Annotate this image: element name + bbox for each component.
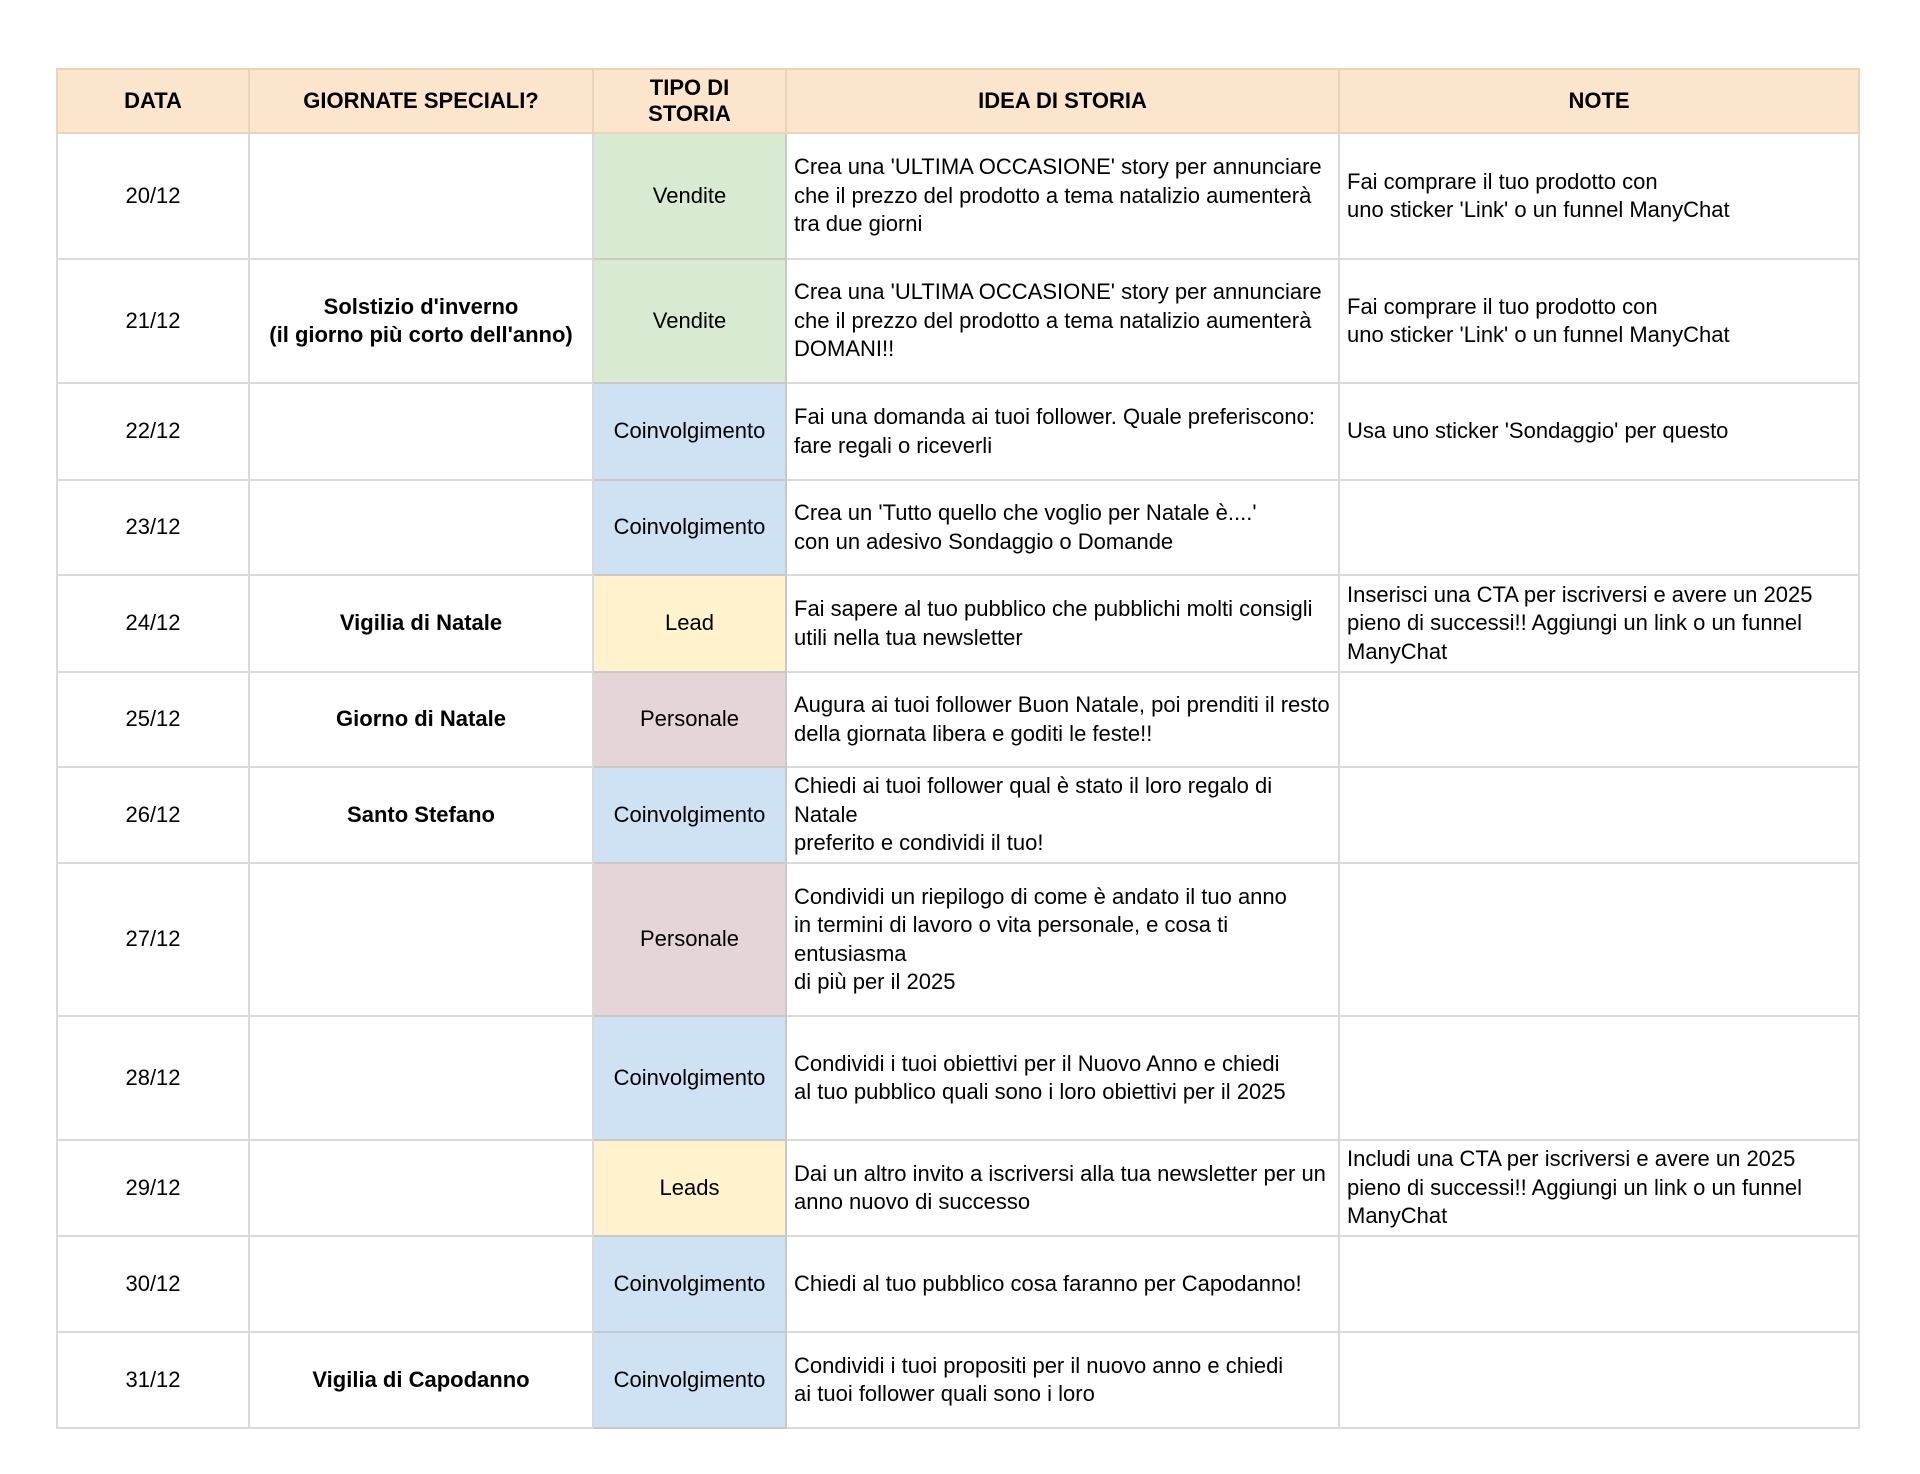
table-row: 29/12 Leads Dai un altro invito a iscriver… [56,1139,1860,1237]
note-cell [1338,671,1860,768]
table-row: 25/12 Giorno di Natale Personale Augura ai … [56,671,1860,768]
story-idea-cell: Fai una domanda ai tuoi follower. Quale … [785,382,1340,481]
story-type-cell: Coinvolgimento [592,766,787,864]
special-day-cell [248,1139,594,1237]
date-cell: 21/12 [56,258,250,384]
date-cell: 22/12 [56,382,250,481]
special-day-cell: Vigilia di Capodanno [248,1331,594,1429]
special-day-cell: Solstizio d'inverno (il giorno più corto… [248,258,594,384]
story-idea-cell: Dai un altro invito a iscriversi alla tu… [785,1139,1340,1237]
story-type-cell: Vendite [592,132,787,260]
story-idea-cell: Chiedi ai tuoi follower qual è stato il … [785,766,1340,864]
note-cell: Inserisci una CTA per iscriversi e avere… [1338,574,1860,673]
note-cell [1338,766,1860,864]
story-idea-cell: Fai sapere al tuo pubblico che pubblichi… [785,574,1340,673]
table-row: 30/12 Coinvolgimento Chiedi al tuo pubblic… [56,1235,1860,1333]
story-type-cell: Vendite [592,258,787,384]
story-type-cell: Personale [592,671,787,768]
table-row: 24/12 Vigilia di Natale Lead Fai sapere al … [56,574,1860,673]
story-idea-cell: Chiedi al tuo pubblico cosa faranno per … [785,1235,1340,1333]
note-cell [1338,1331,1860,1429]
date-cell: 28/12 [56,1015,250,1141]
date-cell: 29/12 [56,1139,250,1237]
story-idea-cell: Crea una 'ULTIMA OCCASIONE' story per an… [785,132,1340,260]
story-type-cell: Coinvolgimento [592,382,787,481]
date-cell: 24/12 [56,574,250,673]
story-type-cell: Leads [592,1139,787,1237]
story-type-cell: Lead [592,574,787,673]
date-cell: 26/12 [56,766,250,864]
note-cell [1338,1015,1860,1141]
special-day-cell [248,862,594,1017]
special-day-cell [248,132,594,260]
special-day-cell: Giorno di Natale [248,671,594,768]
story-idea-cell: Condividi i tuoi obiettivi per il Nuovo … [785,1015,1340,1141]
note-cell: Fai comprare il tuo prodotto con uno sti… [1338,258,1860,384]
table-row: 26/12 Santo Stefano Coinvolgimento Chiedi a… [56,766,1860,864]
story-idea-cell: Crea una 'ULTIMA OCCASIONE' story per an… [785,258,1340,384]
note-cell [1338,479,1860,576]
note-cell [1338,1235,1860,1333]
date-cell: 31/12 [56,1331,250,1429]
special-day-cell [248,382,594,481]
note-cell [1338,862,1860,1017]
note-cell: Fai comprare il tuo prodotto con uno sti… [1338,132,1860,260]
table-row: 23/12 Coinvolgimento Crea un 'Tutto quello… [56,479,1860,576]
table-row: 28/12 Coinvolgimento Condividi i tuoi obie… [56,1015,1860,1141]
story-type-cell: Coinvolgimento [592,1235,787,1333]
story-type-cell: Coinvolgimento [592,1331,787,1429]
table-row: 20/12 Vendite Crea una 'ULTIMA OCCASIONE' … [56,132,1860,260]
date-cell: 20/12 [56,132,250,260]
date-cell: 30/12 [56,1235,250,1333]
story-type-cell: Coinvolgimento [592,479,787,576]
special-day-cell: Santo Stefano [248,766,594,864]
header-story-idea: IDEA DI STORIA [785,68,1340,134]
date-cell: 23/12 [56,479,250,576]
header-data: DATA [56,68,250,134]
header-special-days: GIORNATE SPECIALI? [248,68,594,134]
date-cell: 27/12 [56,862,250,1017]
header-notes: NOTE [1338,68,1860,134]
header-row: DATA GIORNATE SPECIALI? TIPO DI STORIA I… [56,68,1860,134]
date-cell: 25/12 [56,671,250,768]
note-cell: Usa uno sticker 'Sondaggio' per questo [1338,382,1860,481]
table-row: 21/12 Solstizio d'inverno (il giorno più … [56,258,1860,384]
table-row: 27/12 Personale Condividi un riepilogo di … [56,862,1860,1017]
special-day-cell: Vigilia di Natale [248,574,594,673]
story-type-cell: Personale [592,862,787,1017]
special-day-cell [248,479,594,576]
story-idea-cell: Condividi i tuoi propositi per il nuovo … [785,1331,1340,1429]
story-idea-cell: Condividi un riepilogo di come è andato … [785,862,1340,1017]
header-story-type: TIPO DI STORIA [592,68,787,134]
table-row: 31/12 Vigilia di Capodanno Coinvolgimento C… [56,1331,1860,1429]
story-idea-cell: Augura ai tuoi follower Buon Natale, poi… [785,671,1340,768]
table-row: 22/12 Coinvolgimento Fai una domanda ai tu… [56,382,1860,481]
special-day-cell [248,1015,594,1141]
story-type-cell: Coinvolgimento [592,1015,787,1141]
story-calendar-table: DATA GIORNATE SPECIALI? TIPO DI STORIA I… [56,68,1860,1429]
special-day-cell [248,1235,594,1333]
story-idea-cell: Crea un 'Tutto quello che voglio per Nat… [785,479,1340,576]
note-cell: Includi una CTA per iscriversi e avere u… [1338,1139,1860,1237]
